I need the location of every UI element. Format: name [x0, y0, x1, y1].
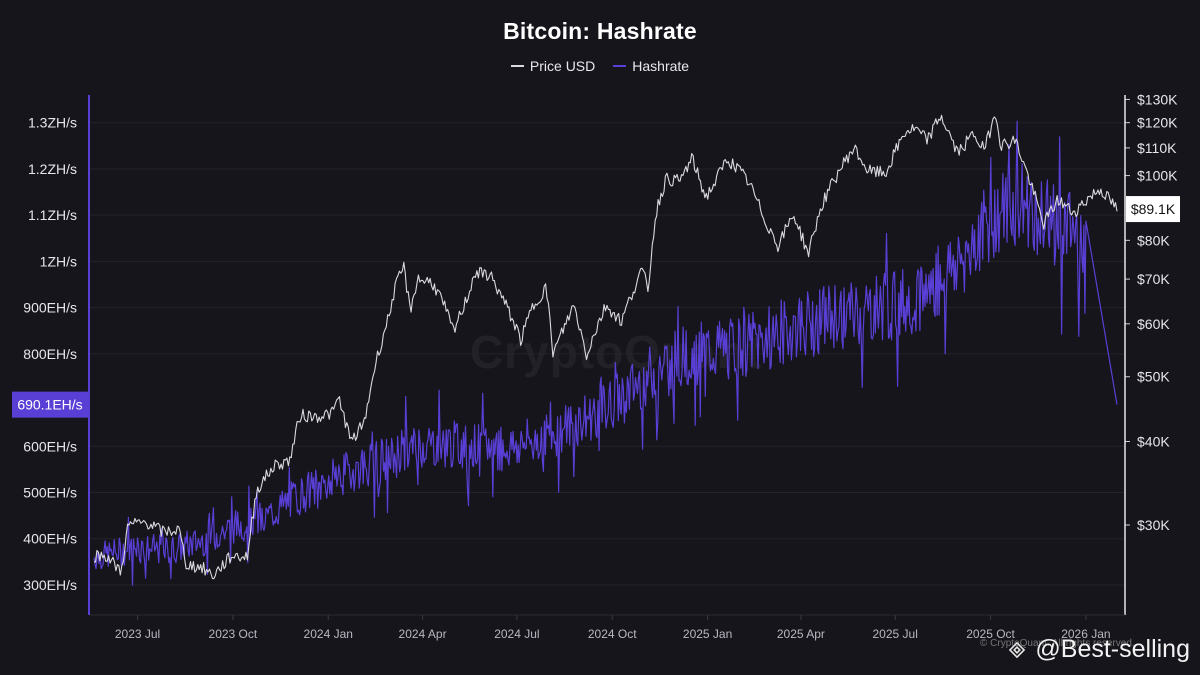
x-tick-label: 2025 Jan — [683, 627, 732, 641]
author-handle-text: @Best-selling — [1035, 635, 1190, 663]
binance-diamond-icon — [1009, 641, 1026, 658]
x-tick-label: 2024 Oct — [588, 627, 637, 641]
hashrate-series-layer — [93, 120, 1118, 586]
y-right-tick-label: $30K — [1137, 517, 1170, 533]
current-hashrate-label: 690.1EH/s — [17, 397, 82, 413]
x-tick-label: 2023 Oct — [209, 627, 258, 641]
y-right-tick-label: $130K — [1137, 91, 1178, 107]
chart-title: Bitcoin: Hashrate — [503, 18, 697, 44]
x-tick-label: 2025 Oct — [966, 627, 1015, 641]
legend-item-price[interactable]: Price USD — [510, 58, 596, 74]
y-left-tick-label: 1.3ZH/s — [28, 115, 77, 131]
x-tick-label: 2026 Jan — [1061, 627, 1110, 641]
y-left-tick-label: 1.1ZH/s — [28, 207, 77, 223]
y-right-tick-label: $70K — [1137, 271, 1170, 287]
current-price-label: $89.1K — [1131, 201, 1176, 217]
y-left-tick-label: 300EH/s — [23, 577, 77, 593]
y-left-tick-label: 800EH/s — [23, 346, 77, 362]
x-tick-label: 2025 Apr — [777, 627, 825, 641]
hashrate-series-line — [93, 120, 1118, 586]
y-right-tick-label: $50K — [1137, 369, 1170, 385]
y-left-tick-label: 1ZH/s — [40, 253, 77, 269]
x-tick-label: 2024 Jan — [304, 627, 353, 641]
y-right-tick-label: $120K — [1137, 115, 1178, 131]
price-series-layer — [93, 114, 1118, 580]
x-tick-label: 2025 Jul — [873, 627, 918, 641]
x-tick-label: 2024 Apr — [399, 627, 447, 641]
legend-swatch-price — [510, 65, 524, 67]
y-right-tick-label: $100K — [1137, 168, 1178, 184]
legend-swatch-hashrate — [613, 65, 627, 67]
y-right-tick-label: $110K — [1137, 140, 1177, 156]
y-left-tick-label: 600EH/s — [23, 438, 77, 454]
y-left-tick-label: 900EH/s — [23, 300, 77, 316]
chart-legend: Price USD Hashrate — [0, 58, 1200, 74]
y-right-tick-label: $80K — [1137, 232, 1170, 248]
x-tick-label: 2024 Jul — [494, 627, 539, 641]
legend-label-hashrate: Hashrate — [632, 58, 690, 74]
axis-layer: 300EH/s 400EH/s 500EH/s 600EH/s 800EH/s 900EH… — [12, 91, 1180, 641]
price-series-line — [93, 114, 1118, 580]
grid-layer — [90, 122, 1125, 586]
current-hashrate-badge — [12, 391, 88, 418]
y-left-tick-label: 1.2ZH/s — [28, 161, 77, 177]
current-price-badge — [1126, 196, 1180, 223]
x-tick-label: 2023 Jul — [115, 627, 160, 641]
copyright-credit: © CryptoQuant. All rights reserved. — [980, 638, 1135, 649]
legend-item-hashrate[interactable]: Hashrate — [613, 58, 689, 74]
legend-label-price: Price USD — [529, 58, 596, 74]
y-right-tick-label: $40K — [1137, 433, 1170, 449]
y-left-tick-label: 400EH/s — [23, 531, 77, 547]
y-left-tick-label: 500EH/s — [23, 485, 77, 501]
author-handle: @Best-selling — [1005, 635, 1190, 664]
y-right-tick-label: $60K — [1137, 316, 1170, 332]
